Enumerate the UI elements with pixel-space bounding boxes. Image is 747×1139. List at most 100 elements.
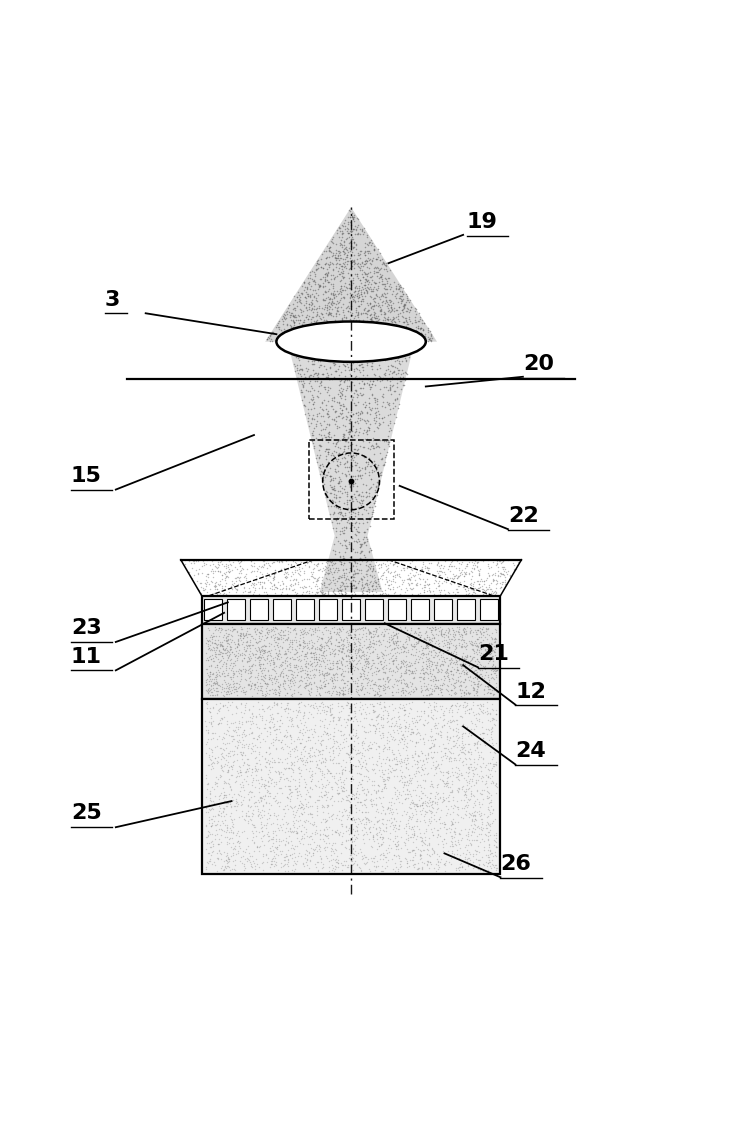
Point — [461, 841, 473, 859]
Point — [337, 547, 349, 565]
Point — [359, 813, 371, 831]
Point — [424, 662, 436, 680]
Point — [223, 664, 235, 682]
Point — [360, 790, 372, 809]
Point — [267, 813, 279, 831]
Point — [351, 441, 363, 459]
Point — [320, 330, 332, 349]
Point — [218, 708, 230, 727]
Point — [417, 639, 429, 657]
Point — [406, 720, 418, 738]
Point — [238, 626, 249, 645]
Point — [466, 658, 478, 677]
Point — [380, 779, 392, 797]
Point — [430, 820, 442, 838]
Point — [316, 326, 328, 344]
Point — [322, 443, 334, 461]
Point — [344, 798, 356, 817]
Point — [335, 777, 347, 795]
Point — [286, 669, 298, 687]
Point — [352, 309, 364, 327]
Point — [455, 675, 467, 694]
Point — [257, 552, 269, 571]
Point — [214, 562, 226, 580]
Point — [271, 695, 283, 713]
Point — [342, 786, 354, 804]
Point — [323, 293, 335, 311]
Point — [456, 565, 468, 583]
Point — [396, 637, 408, 655]
Point — [452, 859, 464, 877]
Point — [371, 287, 382, 305]
Point — [486, 647, 498, 665]
Point — [402, 574, 414, 592]
Point — [457, 652, 469, 670]
Point — [445, 575, 457, 593]
Point — [387, 633, 399, 652]
Point — [209, 749, 221, 768]
Point — [288, 570, 300, 588]
Point — [456, 777, 468, 795]
Point — [340, 313, 352, 331]
Point — [435, 743, 447, 761]
Point — [319, 314, 331, 333]
Point — [487, 702, 499, 720]
Point — [312, 759, 324, 777]
Point — [379, 656, 391, 674]
Point — [359, 653, 371, 671]
Point — [334, 236, 346, 254]
Point — [445, 664, 457, 682]
Point — [382, 678, 394, 696]
Point — [221, 698, 233, 716]
Point — [384, 404, 396, 423]
Point — [424, 664, 436, 682]
Point — [325, 470, 337, 489]
Point — [466, 812, 478, 830]
Point — [235, 563, 247, 581]
Point — [388, 584, 400, 603]
Point — [313, 358, 325, 376]
Point — [403, 665, 415, 683]
Point — [338, 429, 350, 448]
Point — [450, 639, 462, 657]
Point — [214, 633, 226, 652]
Point — [311, 298, 323, 317]
Point — [447, 574, 459, 592]
Point — [245, 677, 257, 695]
Point — [384, 412, 396, 431]
Point — [297, 313, 309, 331]
Point — [318, 768, 330, 786]
Point — [340, 818, 352, 836]
Point — [413, 568, 425, 587]
Point — [303, 393, 314, 411]
Point — [346, 392, 358, 410]
Point — [359, 254, 371, 272]
Point — [289, 563, 301, 581]
Point — [272, 748, 284, 767]
Point — [262, 781, 274, 800]
Point — [372, 649, 384, 667]
Point — [279, 847, 291, 866]
Point — [275, 327, 287, 345]
Point — [267, 575, 279, 593]
Point — [420, 623, 432, 641]
Point — [400, 302, 412, 320]
Point — [221, 650, 233, 669]
Point — [229, 773, 241, 792]
Point — [421, 797, 433, 816]
Point — [415, 325, 427, 343]
Point — [427, 838, 438, 857]
Point — [398, 735, 410, 753]
Point — [217, 748, 229, 767]
Point — [340, 399, 352, 417]
Point — [464, 755, 476, 773]
Point — [430, 655, 442, 673]
Point — [476, 821, 488, 839]
Point — [370, 618, 382, 637]
Point — [416, 784, 428, 802]
Point — [321, 760, 333, 778]
Point — [437, 673, 449, 691]
Point — [371, 626, 383, 645]
Point — [297, 375, 309, 393]
Point — [406, 790, 418, 809]
